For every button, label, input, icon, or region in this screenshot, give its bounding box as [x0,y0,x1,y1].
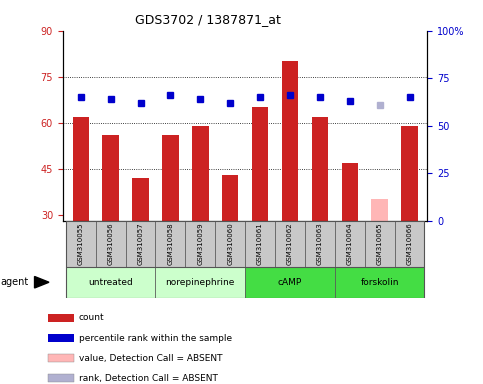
Bar [305,221,335,267]
Bar [401,126,418,221]
Text: GDS3702 / 1387871_at: GDS3702 / 1387871_at [135,13,281,26]
Bar [222,175,239,221]
Bar [371,199,388,221]
Bar [126,221,156,267]
Text: GSM310061: GSM310061 [257,222,263,265]
Text: cAMP: cAMP [278,278,302,287]
Bar [66,221,96,267]
Text: forskolin: forskolin [360,278,399,287]
Text: GSM310060: GSM310060 [227,222,233,265]
Text: GSM310055: GSM310055 [78,222,84,265]
Bar [282,61,298,221]
Bar [156,267,245,298]
Text: count: count [79,313,104,323]
Text: GSM310056: GSM310056 [108,222,114,265]
Bar [341,162,358,221]
Text: agent: agent [0,277,28,287]
Bar [102,135,119,221]
Text: value, Detection Call = ABSENT: value, Detection Call = ABSENT [79,354,222,363]
Bar [47,334,74,342]
Bar [47,314,74,322]
Bar [215,221,245,267]
Bar [245,221,275,267]
Bar [365,221,395,267]
Bar [162,135,179,221]
Bar [66,267,156,298]
Text: norepinephrine: norepinephrine [166,278,235,287]
Text: GSM310066: GSM310066 [407,222,412,265]
Text: GSM310062: GSM310062 [287,222,293,265]
Bar [72,117,89,221]
Text: percentile rank within the sample: percentile rank within the sample [79,334,232,343]
Bar [252,108,268,221]
Polygon shape [35,276,49,288]
Bar [192,126,209,221]
Bar [96,221,126,267]
Bar [275,221,305,267]
Text: GSM310058: GSM310058 [168,222,173,265]
Text: GSM310059: GSM310059 [197,222,203,265]
Bar [245,267,335,298]
Bar [156,221,185,267]
Text: untreated: untreated [88,278,133,287]
Bar [132,178,149,221]
Text: GSM310065: GSM310065 [377,222,383,265]
Text: GSM310063: GSM310063 [317,222,323,265]
Bar [335,267,425,298]
Text: GSM310057: GSM310057 [138,222,143,265]
Bar [312,117,328,221]
Text: rank, Detection Call = ABSENT: rank, Detection Call = ABSENT [79,374,217,383]
Text: GSM310064: GSM310064 [347,222,353,265]
Bar [185,221,215,267]
Bar [395,221,425,267]
Bar [335,221,365,267]
Bar [47,354,74,362]
Bar [47,374,74,382]
